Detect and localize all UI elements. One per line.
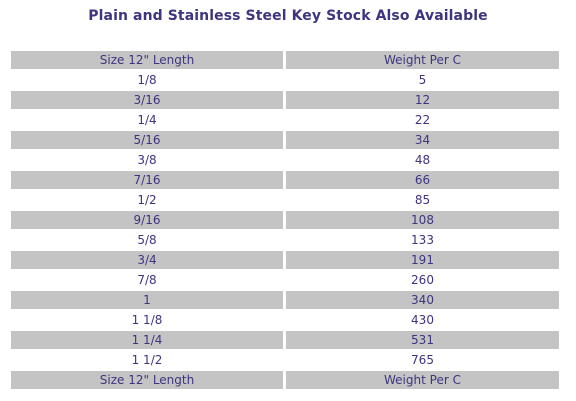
- cell-size: 5/16: [11, 131, 283, 149]
- cell-weight: 108: [286, 211, 559, 229]
- table-row: 1/8 5: [11, 71, 559, 89]
- cell-weight: 531: [286, 331, 559, 349]
- cell-size: 1/8: [11, 71, 283, 89]
- cell-size: 5/8: [11, 231, 283, 249]
- footer-size: Size 12" Length: [11, 371, 283, 389]
- key-stock-table: Size 12" Length Weight Per C 1/8 5 3/16 12 1…: [8, 49, 562, 391]
- table-row: 7/8 260: [11, 271, 559, 289]
- cell-size: 1/2: [11, 191, 283, 209]
- table-footer-row: Size 12" Length Weight Per C: [11, 371, 559, 389]
- table-row: 3/4 191: [11, 251, 559, 269]
- cell-weight: 85: [286, 191, 559, 209]
- cell-size: 9/16: [11, 211, 283, 229]
- cell-weight: 34: [286, 131, 559, 149]
- cell-weight: 430: [286, 311, 559, 329]
- cell-size: 1 1/2: [11, 351, 283, 369]
- cell-weight: 340: [286, 291, 559, 309]
- table-row: 1/4 22: [11, 111, 559, 129]
- cell-weight: 66: [286, 171, 559, 189]
- table-row: 1/2 85: [11, 191, 559, 209]
- table-row: 1 1/2 765: [11, 351, 559, 369]
- table-row: 1 1/4 531: [11, 331, 559, 349]
- cell-size: 1: [11, 291, 283, 309]
- cell-weight: 12: [286, 91, 559, 109]
- table-row: 5/8 133: [11, 231, 559, 249]
- table-row: 7/16 66: [11, 171, 559, 189]
- cell-size: 3/8: [11, 151, 283, 169]
- header-weight: Weight Per C: [286, 51, 559, 69]
- cell-size: 1/4: [11, 111, 283, 129]
- table-row: 1 1/8 430: [11, 311, 559, 329]
- cell-size: 7/16: [11, 171, 283, 189]
- header-size: Size 12" Length: [11, 51, 283, 69]
- page-title: Plain and Stainless Steel Key Stock Also…: [88, 8, 488, 24]
- cell-size: 3/16: [11, 91, 283, 109]
- table-header-row: Size 12" Length Weight Per C: [11, 51, 559, 69]
- cell-size: 1 1/8: [11, 311, 283, 329]
- table-body: 1/8 5 3/16 12 1/4 22 5/16 34 3/8 48 7/16 66 1/2 85 9/1…: [11, 71, 559, 369]
- cell-weight: 133: [286, 231, 559, 249]
- table-row: 1 340: [11, 291, 559, 309]
- cell-weight: 5: [286, 71, 559, 89]
- table-row: 3/16 12: [11, 91, 559, 109]
- cell-weight: 48: [286, 151, 559, 169]
- cell-size: 7/8: [11, 271, 283, 289]
- cell-weight: 260: [286, 271, 559, 289]
- table-row: 5/16 34: [11, 131, 559, 149]
- cell-size: 3/4: [11, 251, 283, 269]
- table-row: 9/16 108: [11, 211, 559, 229]
- footer-weight: Weight Per C: [286, 371, 559, 389]
- cell-weight: 191: [286, 251, 559, 269]
- cell-size: 1 1/4: [11, 331, 283, 349]
- cell-weight: 22: [286, 111, 559, 129]
- cell-weight: 765: [286, 351, 559, 369]
- table-row: 3/8 48: [11, 151, 559, 169]
